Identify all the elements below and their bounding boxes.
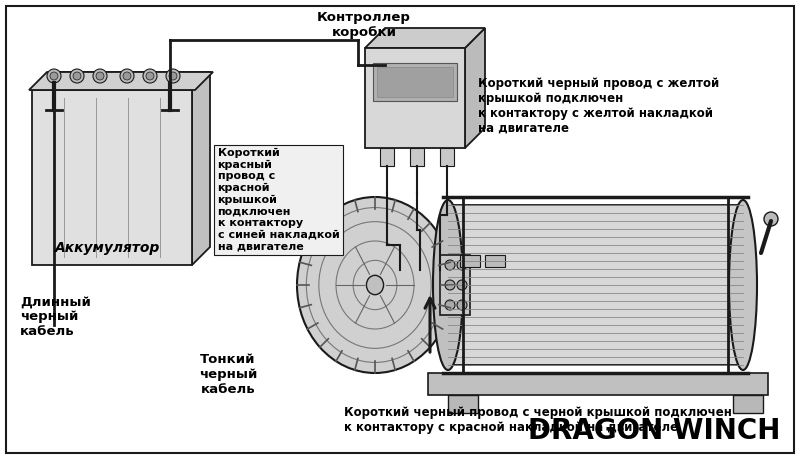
Circle shape: [445, 300, 455, 310]
Circle shape: [457, 300, 467, 310]
Circle shape: [457, 260, 467, 270]
Circle shape: [120, 69, 134, 83]
Bar: [410, 148, 424, 166]
Circle shape: [50, 72, 58, 80]
Circle shape: [146, 72, 154, 80]
Text: Короткий черный провод с желтой
крышкой подключен
к контактору с желтой накладко: Короткий черный провод с желтой крышкой …: [478, 77, 720, 134]
Bar: [440, 148, 454, 166]
Bar: [448, 395, 478, 413]
Ellipse shape: [729, 200, 757, 370]
Bar: [448, 205, 743, 365]
Circle shape: [123, 72, 131, 80]
Bar: [460, 255, 480, 267]
Circle shape: [166, 69, 180, 83]
Text: Контроллер
коробки: Контроллер коробки: [317, 11, 411, 39]
Ellipse shape: [297, 197, 453, 373]
Text: DRAGON WINCH: DRAGON WINCH: [528, 417, 780, 445]
Polygon shape: [465, 28, 485, 148]
Polygon shape: [32, 72, 210, 90]
Circle shape: [445, 280, 455, 290]
Bar: [485, 255, 505, 267]
Circle shape: [47, 69, 61, 83]
Circle shape: [73, 72, 81, 80]
Bar: [380, 148, 394, 166]
Bar: [377, 67, 453, 97]
Text: Тонкий
черный
кабель: Тонкий черный кабель: [199, 353, 257, 396]
Bar: [440, 255, 470, 315]
Polygon shape: [29, 72, 213, 90]
Ellipse shape: [366, 275, 383, 295]
Circle shape: [70, 69, 84, 83]
Circle shape: [764, 212, 778, 226]
Polygon shape: [365, 28, 485, 48]
Bar: [32, 90, 192, 265]
Polygon shape: [192, 72, 210, 265]
Text: Длинный
черный
кабель: Длинный черный кабель: [20, 295, 91, 338]
Circle shape: [445, 260, 455, 270]
Circle shape: [457, 280, 467, 290]
Circle shape: [96, 72, 104, 80]
Bar: [428, 373, 768, 395]
Text: Короткий
красный
провод с
красной
крышкой
подключен
к контактору
с синей накладк: Короткий красный провод с красной крышко…: [218, 148, 339, 251]
Bar: [365, 48, 465, 148]
Bar: [733, 395, 763, 413]
Circle shape: [93, 69, 107, 83]
Circle shape: [169, 72, 177, 80]
Text: Аккумулятор: Аккумулятор: [55, 241, 161, 255]
Bar: [373, 63, 457, 101]
Circle shape: [143, 69, 157, 83]
Ellipse shape: [433, 200, 463, 370]
Text: Короткий черный провод с черной крышкой подключен
к контактору с красной накладк: Короткий черный провод с черной крышкой …: [344, 406, 732, 434]
